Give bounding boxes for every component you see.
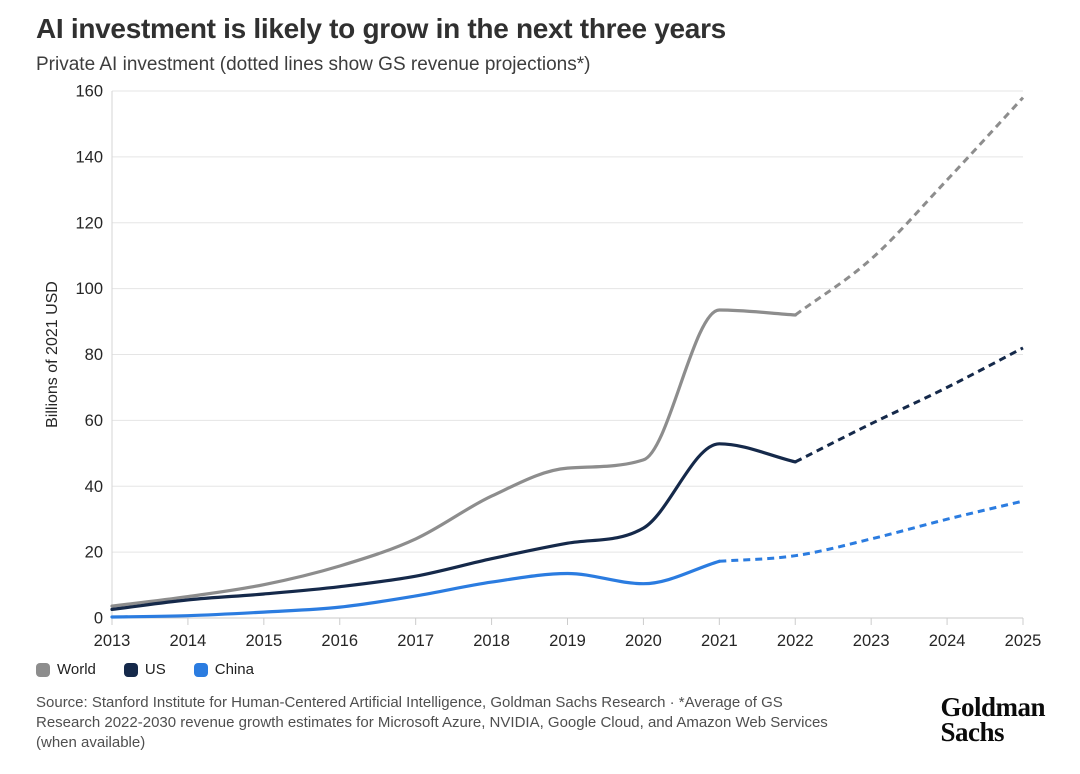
y-tick-label: 120 (75, 214, 103, 232)
header: AI investment is likely to grow in the n… (0, 0, 1080, 76)
legend-swatch-us (123, 662, 138, 677)
legend: World US China (36, 660, 1080, 680)
chart-title: AI investment is likely to grow in the n… (36, 13, 726, 44)
y-tick-label: 60 (85, 412, 103, 430)
x-tick-label: 2025 (1005, 632, 1042, 650)
series-world-line (110, 308, 797, 608)
y-tick-label: 0 (94, 609, 103, 627)
y-tick-label: 20 (85, 543, 103, 561)
x-tick-label: 2016 (321, 632, 358, 650)
series-us-projection (794, 346, 1024, 464)
legend-label-world: World (57, 661, 96, 679)
x-tick-label: 2024 (929, 632, 966, 650)
series-china-line (110, 559, 721, 619)
legend-item-us: US (123, 661, 166, 679)
chart-subtitle: Private AI investment (dotted lines show… (36, 53, 591, 75)
x-tick-label: 2017 (397, 632, 434, 650)
x-tick-label: 2019 (549, 632, 586, 650)
brand-line-1: Goldman (940, 691, 1045, 722)
legend-label-china: China (214, 661, 254, 679)
y-tick-label: 100 (75, 280, 103, 298)
legend-label-us: US (144, 661, 166, 679)
y-axis-title: Billions of 2021 USD (44, 281, 61, 428)
x-tick-label: 2022 (777, 632, 814, 650)
legend-item-world: World (36, 661, 96, 678)
y-tick-label: 80 (85, 346, 103, 364)
x-tick-label: 2015 (245, 632, 282, 650)
y-tick-label: 140 (75, 148, 103, 166)
series-china-projection (719, 499, 1024, 563)
legend-item-china: China (193, 661, 254, 679)
source-text: Source: Stanford Institute for Human-Cen… (36, 693, 828, 751)
series-world-projection (794, 96, 1025, 317)
x-tick-label: 2014 (170, 632, 207, 650)
series-us-line (110, 441, 797, 611)
brand-line-2: Sachs (940, 716, 1004, 747)
legend-swatch-world (36, 662, 50, 677)
x-tick-label: 2020 (625, 632, 662, 650)
x-tick-label: 2023 (853, 632, 890, 650)
footer: Source: Stanford Institute for Human-Cen… (0, 680, 1080, 753)
goldman-sachs-logo: Goldman Sachs (940, 691, 1045, 747)
y-tick-label: 160 (75, 82, 103, 100)
chart-svg: 0 20 40 60 80 100 120 140 160 2013 2014 2015 2016 201… (44, 82, 1042, 650)
x-tick-label: 2018 (473, 632, 510, 650)
y-tick-label: 40 (85, 478, 103, 496)
legend-swatch-china (193, 662, 208, 677)
x-tick-label: 2013 (94, 632, 131, 650)
x-tick-label: 2021 (701, 632, 738, 650)
